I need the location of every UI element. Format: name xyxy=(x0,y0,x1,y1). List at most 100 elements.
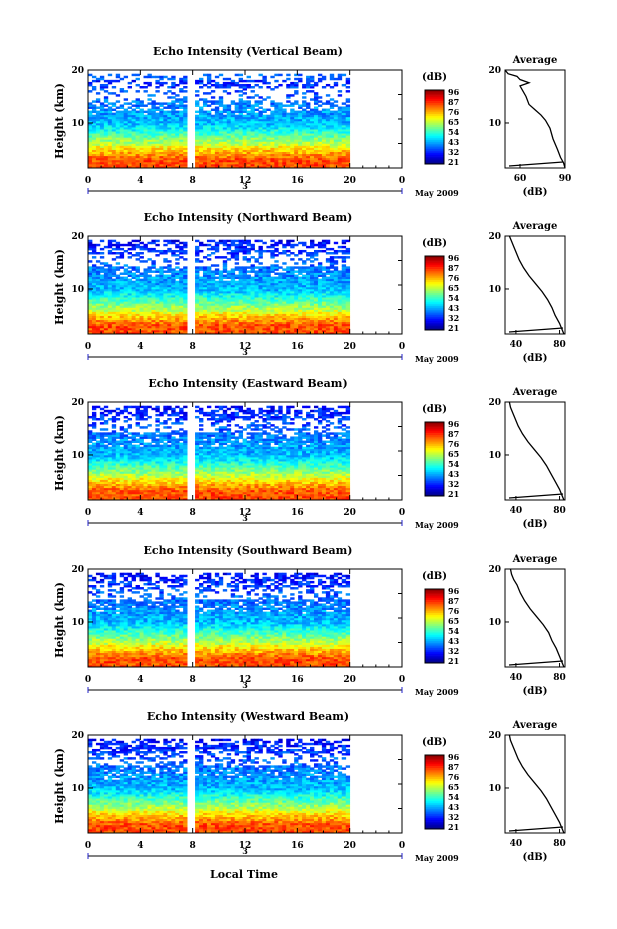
heatmap-cell xyxy=(317,288,323,292)
heatmap-cell xyxy=(139,147,144,150)
heatmap-cell xyxy=(278,139,283,142)
heatmap-cell xyxy=(210,165,216,169)
heatmap-cell xyxy=(91,157,97,161)
heatmap-cell xyxy=(234,145,240,148)
heatmap-cell xyxy=(242,305,247,308)
heatmap-cell xyxy=(286,163,291,167)
heatmap-cell xyxy=(290,268,295,271)
heatmap-cell xyxy=(345,127,351,130)
heatmap-cell xyxy=(302,83,307,87)
heatmap-cell xyxy=(155,141,160,144)
heatmap-cell xyxy=(242,133,247,136)
heatmap-cell xyxy=(115,141,121,144)
heatmap-cell xyxy=(155,239,160,243)
heatmap-cell xyxy=(325,241,331,245)
heatmap-cell xyxy=(195,90,200,93)
heatmap-cell xyxy=(270,295,275,298)
heatmap-cell xyxy=(143,114,148,118)
heatmap-cell xyxy=(242,116,247,120)
heatmap-cell xyxy=(139,114,144,118)
heatmap-cell xyxy=(111,108,117,112)
heatmap-cell xyxy=(167,106,172,109)
heatmap-cell xyxy=(151,106,156,109)
colorbar-swatch xyxy=(425,123,444,126)
heatmap-cell xyxy=(183,131,188,134)
heatmap-cell xyxy=(313,137,319,140)
heatmap-cell xyxy=(333,497,339,501)
heatmap-cell xyxy=(88,331,93,335)
heatmap-cell xyxy=(306,114,311,118)
heatmap-cell xyxy=(107,161,113,165)
heatmap-cell xyxy=(298,120,303,124)
heatmap-cell xyxy=(88,284,93,288)
heatmap-cell xyxy=(171,102,176,105)
heatmap-cell xyxy=(183,139,188,142)
heatmap-cell xyxy=(143,313,148,316)
heatmap-cell xyxy=(306,327,311,331)
heatmap-cell xyxy=(119,110,125,114)
heatmap-cell xyxy=(183,303,188,306)
heatmap-cell xyxy=(199,317,204,321)
heatmap-cell xyxy=(250,127,255,130)
heatmap-cell xyxy=(143,86,148,89)
heatmap-cell xyxy=(199,280,204,284)
heatmap-cell xyxy=(175,293,180,296)
heatmap-cell xyxy=(171,282,176,286)
heatmap-cell xyxy=(143,286,148,290)
heatmap-cell xyxy=(179,104,184,107)
heatmap-cell xyxy=(290,305,295,308)
heatmap-cell xyxy=(127,139,133,142)
heatmap-cell xyxy=(250,256,255,259)
heatmap-cell xyxy=(163,299,168,302)
heatmap-cell xyxy=(310,131,315,134)
heatmap-cell xyxy=(250,159,255,163)
heatmap-cell xyxy=(321,495,327,499)
heatmap-cell xyxy=(163,239,168,243)
heatmap-cell xyxy=(345,86,351,89)
heatmap-cell xyxy=(143,159,148,163)
heatmap-cell xyxy=(99,155,105,159)
heatmap-cell xyxy=(310,266,315,269)
heatmap-cell xyxy=(139,104,144,107)
heatmap-cell xyxy=(337,327,343,331)
heatmap-cell xyxy=(333,276,339,280)
heatmap-cell xyxy=(95,315,101,318)
heatmap-cell xyxy=(218,98,224,101)
heatmap-cell xyxy=(155,282,160,286)
heatmap-cell xyxy=(107,284,113,288)
heatmap-cell xyxy=(206,122,212,126)
heatmap-cell xyxy=(167,110,172,114)
heatmap-cell xyxy=(222,137,228,140)
heatmap-cell xyxy=(238,131,244,134)
heatmap-cell xyxy=(266,131,271,134)
heatmap-cell xyxy=(171,295,176,298)
heatmap-cell xyxy=(155,135,160,138)
heatmap-cell xyxy=(103,153,109,157)
heatmap-cell xyxy=(290,153,295,157)
heatmap-cell xyxy=(91,299,97,302)
heatmap-cell xyxy=(123,309,129,312)
heatmap-cell xyxy=(310,157,315,161)
heatmap-cell xyxy=(246,297,251,300)
heatmap-cell xyxy=(95,278,101,282)
heatmap-cell xyxy=(123,75,129,79)
heatmap-cell xyxy=(298,309,303,312)
heatmap-cell xyxy=(274,155,279,159)
heatmap-cell xyxy=(306,79,311,83)
heatmap-cell xyxy=(88,319,93,323)
heatmap-cell xyxy=(290,145,295,148)
heatmap-cell xyxy=(155,145,160,148)
heatmap-cell xyxy=(333,131,339,134)
heatmap-cell xyxy=(155,290,160,294)
heatmap-cell xyxy=(131,131,136,134)
heatmap-cell xyxy=(274,278,279,282)
heatmap-cell xyxy=(333,303,339,306)
heatmap-cell xyxy=(95,493,101,497)
heatmap-cell xyxy=(234,288,240,292)
heatmap-cell xyxy=(258,282,263,286)
heatmap-cell xyxy=(302,108,307,112)
heatmap-cell xyxy=(88,139,93,142)
heatmap-cell xyxy=(345,98,351,101)
heatmap-cell xyxy=(167,131,172,134)
heatmap-cell xyxy=(270,284,275,288)
